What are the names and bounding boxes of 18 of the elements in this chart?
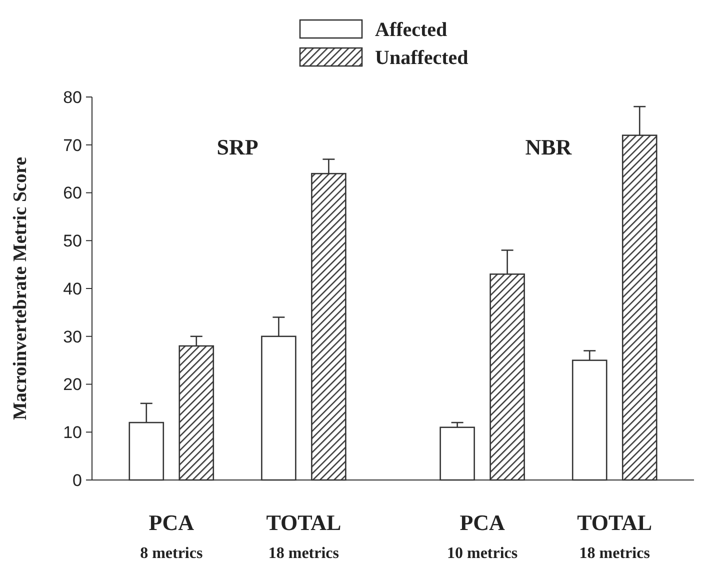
legend-label: Affected [375,19,448,41]
annotation: NBR [525,134,573,160]
y-tick-label: 80 [63,88,82,107]
y-axis-title: Macroinvertebrate Metric Score [10,156,31,420]
annotation: SRP [216,134,258,160]
y-tick-label: 40 [63,279,82,298]
x-tick-label: TOTAL 18 metrics [266,510,342,562]
x-tick-label: PCA 10 metrics [446,510,518,562]
y-tick-label: 10 [63,423,82,442]
y-tick-label: 0 [72,470,82,490]
y-tick-label: 70 [63,136,82,155]
x-tick-label: TOTAL 18 metrics [577,510,652,562]
y-tick-label: 30 [63,327,82,346]
y-tick-label: 60 [63,184,82,203]
y-tick-label: 50 [63,232,82,251]
x-tick-label: PCA 8 metrics [140,510,203,562]
y-tick-label: 20 [63,375,82,394]
legend-label: Unaffected [375,47,468,69]
